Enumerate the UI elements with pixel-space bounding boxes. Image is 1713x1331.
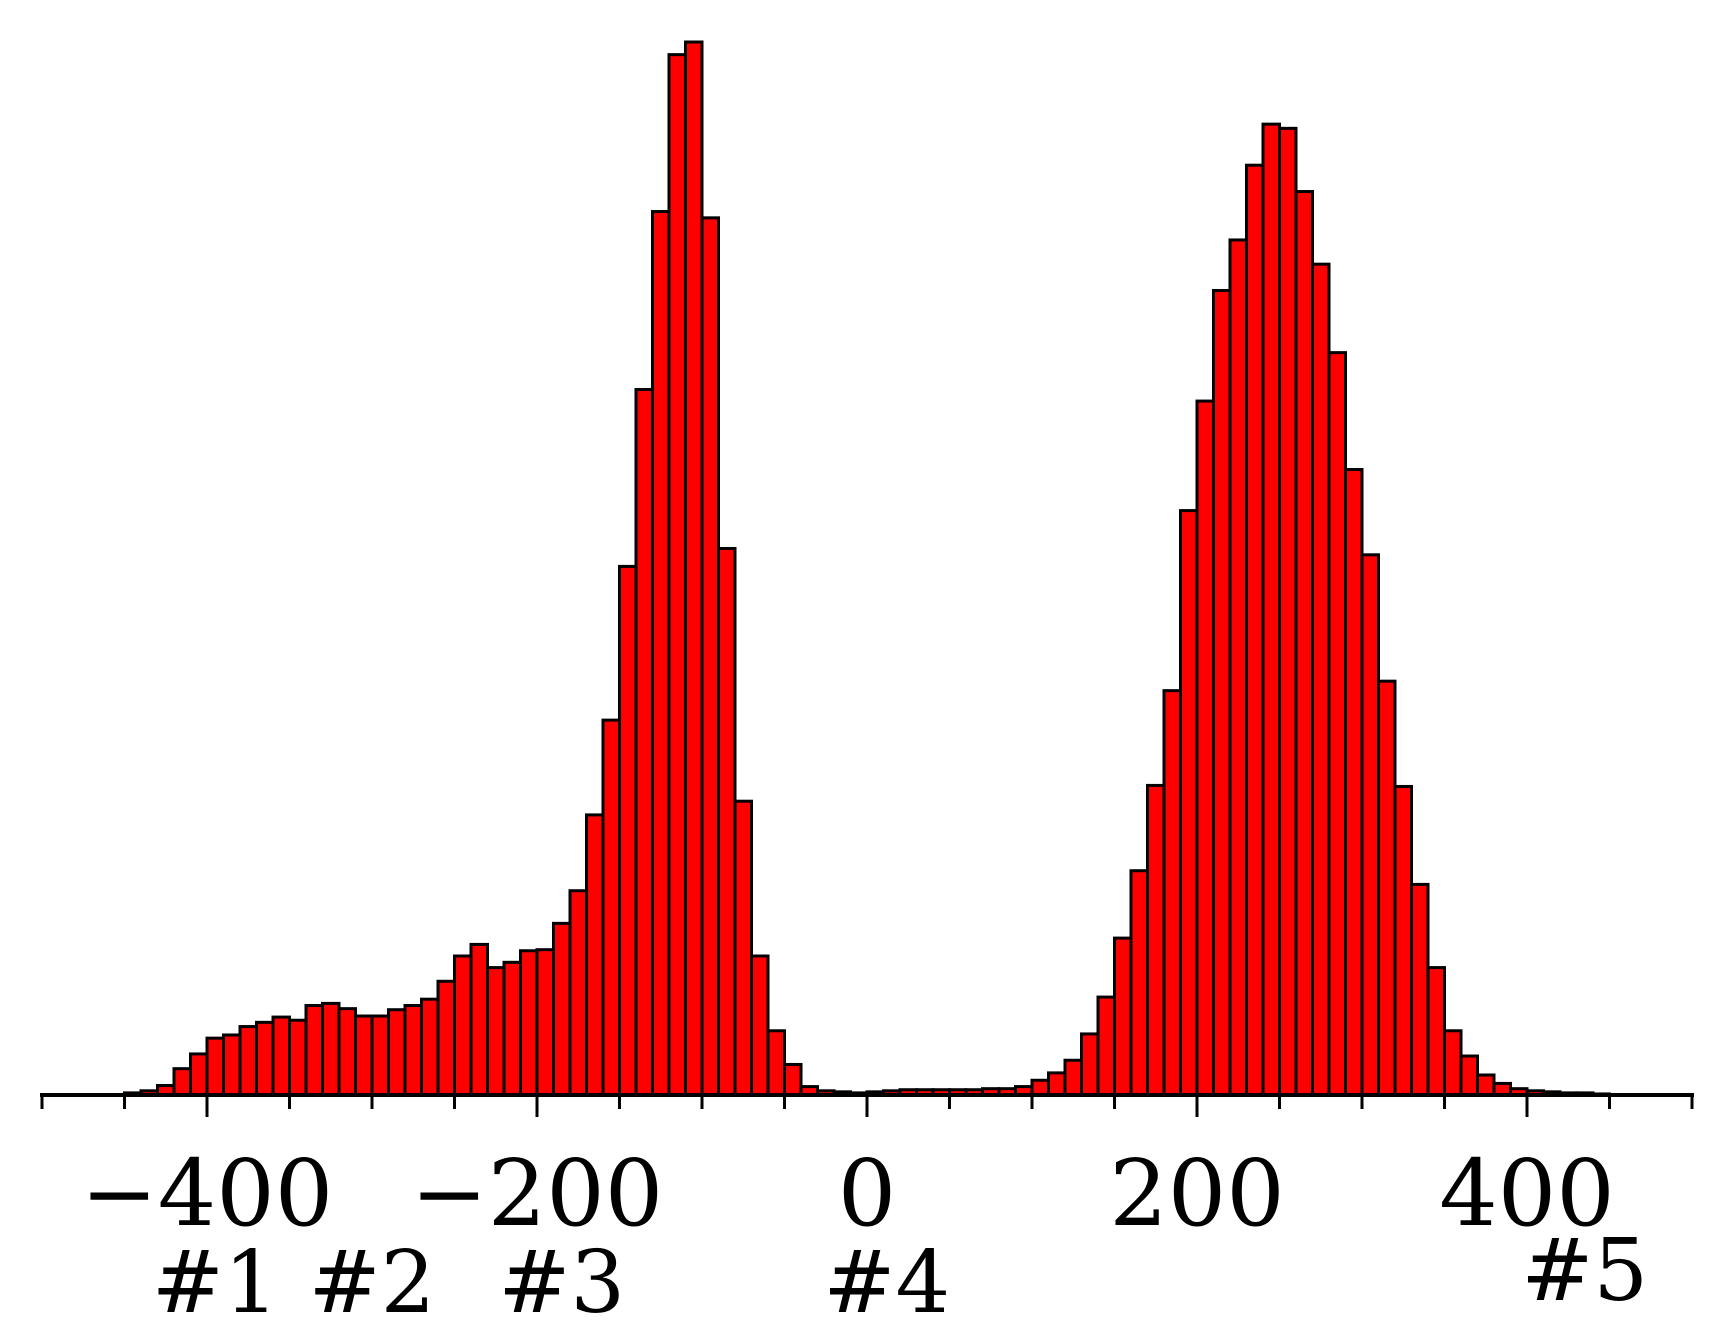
histogram-bar <box>766 1029 786 1097</box>
histogram-bar <box>1030 1078 1050 1097</box>
histogram-bar <box>700 216 720 1097</box>
histogram-bar <box>1377 679 1397 1097</box>
histogram-bar <box>1080 1032 1100 1097</box>
histogram-bar <box>1195 399 1215 1097</box>
histogram-bar <box>1459 1054 1479 1097</box>
x-tick-label: −200 <box>411 1140 664 1247</box>
histogram-bar <box>684 40 704 1097</box>
histogram-bar <box>1410 882 1430 1097</box>
histogram-bar <box>387 1008 407 1097</box>
histogram-bar <box>535 948 555 1097</box>
histogram-bar <box>436 979 456 1097</box>
histogram-bar <box>568 889 588 1097</box>
histogram-bar <box>354 1014 374 1097</box>
histogram-bar <box>1344 468 1364 1097</box>
histogram-bar <box>304 1004 324 1097</box>
x-tick-label: 400 <box>1439 1140 1615 1247</box>
histogram-bar <box>1261 122 1281 1097</box>
histogram-bar <box>1476 1073 1496 1097</box>
peak-annotation-1: #1 <box>152 1233 279 1331</box>
histogram-bar <box>1162 689 1182 1097</box>
histogram-bar <box>469 942 489 1097</box>
histogram-bar <box>321 1001 341 1097</box>
histogram-bar <box>1129 869 1149 1097</box>
histogram-bar <box>370 1014 390 1097</box>
histogram-bar <box>667 53 687 1097</box>
histogram-bar <box>1294 190 1314 1097</box>
histogram-bar <box>337 1007 357 1097</box>
histogram-bar <box>1096 995 1116 1097</box>
histogram-bar <box>403 1004 423 1097</box>
histogram-bar <box>238 1025 258 1097</box>
histogram-bar <box>1228 238 1248 1097</box>
histogram-bar <box>1063 1058 1083 1097</box>
histogram-bar <box>271 1015 291 1097</box>
histogram-bar <box>1311 262 1331 1097</box>
histogram-bar <box>717 546 737 1097</box>
histogram-bar <box>255 1020 275 1097</box>
histogram-bar <box>552 921 572 1097</box>
histogram-bar <box>601 718 621 1097</box>
histogram-bar <box>1047 1071 1067 1097</box>
histogram-bar <box>733 799 753 1097</box>
histogram-bar <box>1360 553 1380 1097</box>
histogram-bar <box>1245 163 1265 1097</box>
histogram-bar <box>222 1033 242 1097</box>
histogram-bar <box>1113 936 1133 1097</box>
histogram-bar <box>519 949 539 1097</box>
histogram-bar <box>486 966 506 1097</box>
peak-annotations: #1 #2 #3 #4 #5 <box>152 1221 1648 1331</box>
histogram-bar <box>651 210 671 1097</box>
x-tick-label: 200 <box>1109 1140 1285 1247</box>
histogram-bar <box>634 387 654 1097</box>
histogram-bar <box>1146 783 1166 1097</box>
histogram-bar <box>618 564 638 1097</box>
peak-annotation-5: #5 <box>1521 1221 1648 1321</box>
histogram-bar <box>1393 784 1413 1097</box>
histogram-bar <box>172 1067 192 1097</box>
histogram-bar <box>750 954 770 1097</box>
histogram-bar <box>1212 289 1232 1097</box>
peak-annotation-2: #2 <box>309 1233 436 1331</box>
histogram-bar <box>205 1036 225 1097</box>
histogram-bar <box>783 1062 803 1097</box>
histogram-bar <box>420 997 440 1097</box>
peak-annotation-4: #4 <box>823 1233 950 1331</box>
peak-annotation-3: #3 <box>498 1233 625 1331</box>
histogram-bar <box>453 954 473 1097</box>
histogram-bar <box>1443 1029 1463 1097</box>
x-tick-label: −400 <box>81 1140 334 1247</box>
x-tick-label: 0 <box>838 1140 897 1247</box>
histogram-bar <box>585 813 605 1097</box>
histogram-bar <box>189 1052 209 1097</box>
histogram-bar <box>502 960 522 1097</box>
histogram-bar <box>1327 351 1347 1097</box>
histogram-bar <box>288 1018 308 1097</box>
histogram-bar <box>1426 966 1446 1097</box>
x-ticks <box>40 1095 1694 1117</box>
bars-layer <box>123 40 1611 1097</box>
histogram-bar <box>1179 509 1199 1097</box>
histogram-bar <box>1278 126 1298 1097</box>
x-tick-labels: −400 −200 0 200 400 <box>81 1140 1615 1247</box>
